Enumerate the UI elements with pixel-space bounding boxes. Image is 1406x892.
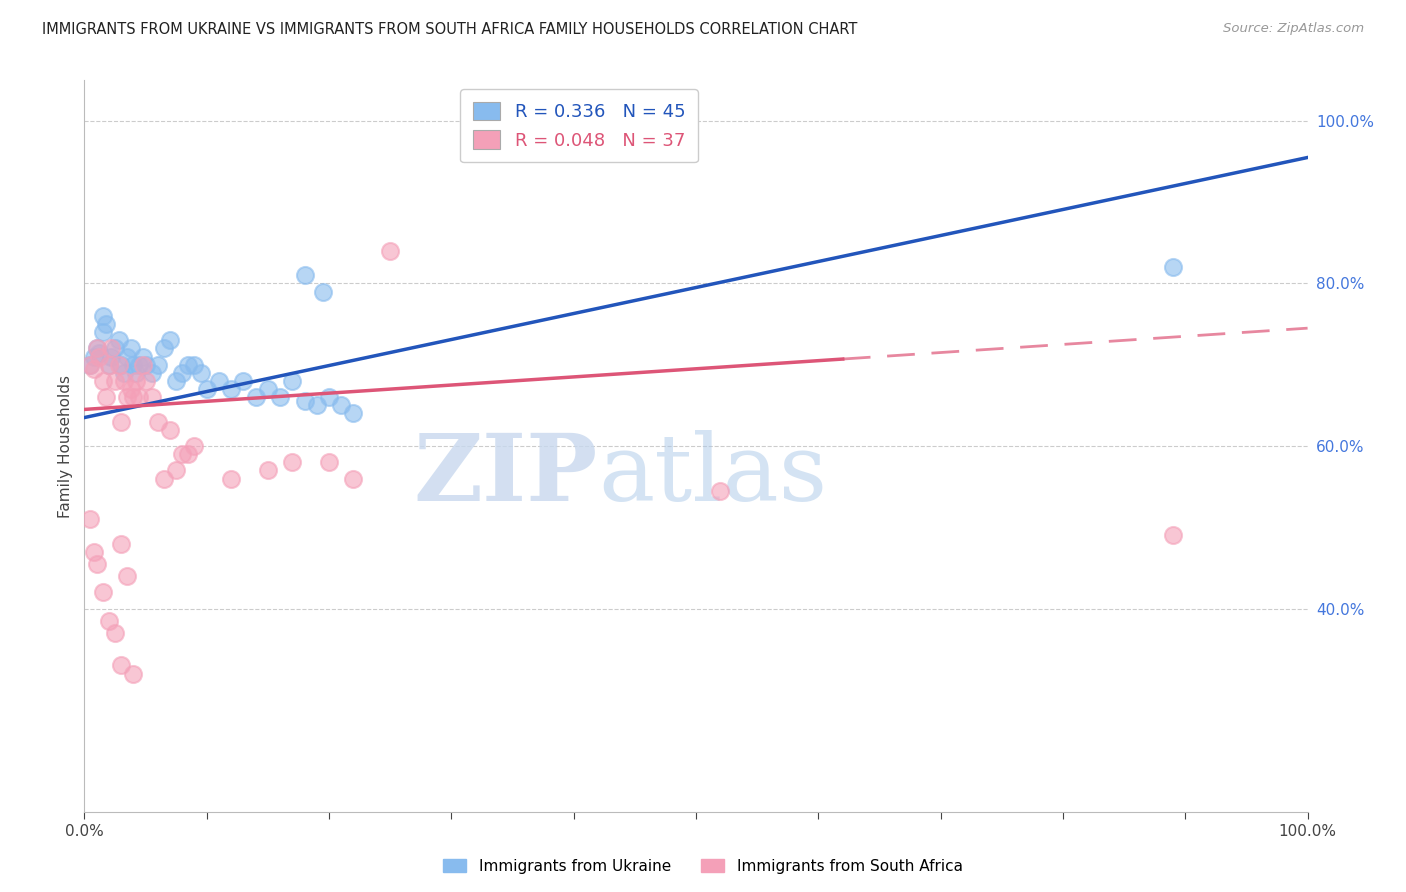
Point	[183, 358, 205, 372]
Point	[104, 374, 127, 388]
Point	[269, 390, 291, 404]
Point	[97, 358, 120, 372]
Point	[110, 415, 132, 429]
Point	[146, 415, 169, 429]
Point	[1161, 260, 1184, 275]
Point	[183, 439, 205, 453]
Y-axis label: Family Households: Family Households	[58, 375, 73, 517]
Point	[141, 390, 163, 404]
Point	[100, 350, 122, 364]
Text: ZIP: ZIP	[413, 430, 598, 520]
Point	[125, 374, 148, 388]
Point	[115, 569, 138, 583]
Point	[97, 358, 120, 372]
Text: atlas: atlas	[598, 430, 827, 520]
Point	[305, 398, 328, 412]
Point	[159, 334, 181, 348]
Point	[79, 358, 101, 372]
Point	[172, 366, 194, 380]
Point	[91, 585, 114, 599]
Point	[83, 350, 105, 364]
Point	[132, 358, 155, 372]
Point	[159, 423, 181, 437]
Point	[165, 463, 187, 477]
Point	[96, 390, 118, 404]
Point	[294, 268, 316, 283]
Point	[135, 374, 157, 388]
Point	[153, 471, 176, 485]
Point	[91, 325, 114, 339]
Point	[318, 390, 340, 404]
Point	[83, 361, 105, 376]
Point	[110, 658, 132, 673]
Point	[125, 366, 148, 380]
Point	[110, 358, 132, 372]
Point	[91, 374, 114, 388]
Point	[172, 447, 194, 461]
Point	[342, 407, 364, 421]
Point	[219, 382, 242, 396]
Point	[96, 317, 118, 331]
Point	[146, 358, 169, 372]
Point	[330, 398, 353, 412]
Point	[112, 374, 135, 388]
Point	[141, 366, 163, 380]
Point	[281, 455, 304, 469]
Point	[91, 309, 114, 323]
Point	[232, 374, 254, 388]
Point	[165, 374, 187, 388]
Point	[177, 447, 200, 461]
Point	[100, 342, 122, 356]
Point	[342, 471, 364, 485]
Point	[257, 382, 280, 396]
Point	[177, 358, 200, 372]
Point	[122, 666, 145, 681]
Point	[86, 557, 108, 571]
Point	[709, 483, 731, 498]
Point	[190, 366, 212, 380]
Point	[107, 358, 129, 372]
Point	[87, 350, 110, 364]
Text: IMMIGRANTS FROM UKRAINE VS IMMIGRANTS FROM SOUTH AFRICA FAMILY HOUSEHOLDS CORREL: IMMIGRANTS FROM UKRAINE VS IMMIGRANTS FR…	[42, 22, 858, 37]
Point	[128, 358, 150, 372]
Point	[219, 471, 242, 485]
Point	[87, 345, 110, 359]
Point	[294, 394, 316, 409]
Point	[104, 342, 127, 356]
Point	[1161, 528, 1184, 542]
Point	[120, 382, 142, 396]
Text: Source: ZipAtlas.com: Source: ZipAtlas.com	[1223, 22, 1364, 36]
Point	[86, 342, 108, 356]
Point	[153, 342, 176, 356]
Point	[132, 350, 155, 364]
Point	[257, 463, 280, 477]
Point	[110, 536, 132, 550]
Point	[115, 350, 138, 364]
Point	[104, 626, 127, 640]
Point	[312, 285, 335, 299]
Point	[86, 342, 108, 356]
Point	[115, 390, 138, 404]
Legend: Immigrants from Ukraine, Immigrants from South Africa: Immigrants from Ukraine, Immigrants from…	[437, 853, 969, 880]
Point	[245, 390, 267, 404]
Point	[112, 366, 135, 380]
Point	[195, 382, 218, 396]
Point	[135, 358, 157, 372]
Point	[128, 390, 150, 404]
Point	[97, 614, 120, 628]
Point	[107, 334, 129, 348]
Point	[208, 374, 231, 388]
Point	[79, 358, 101, 372]
Point	[122, 358, 145, 372]
Point	[120, 342, 142, 356]
Point	[122, 390, 145, 404]
Point	[79, 512, 101, 526]
Point	[380, 244, 402, 258]
Point	[318, 455, 340, 469]
Legend: R = 0.336   N = 45, R = 0.048   N = 37: R = 0.336 N = 45, R = 0.048 N = 37	[460, 89, 697, 162]
Point	[281, 374, 304, 388]
Point	[83, 544, 105, 558]
